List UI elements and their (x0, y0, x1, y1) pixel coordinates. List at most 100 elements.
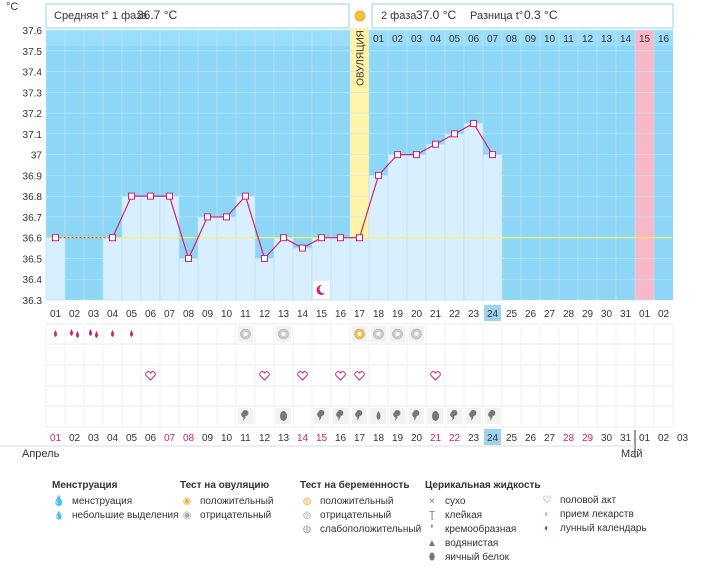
day-label: 04 (107, 309, 119, 320)
positive-test-icon: ◉ (182, 496, 192, 507)
watery-icon: ▲ (427, 538, 437, 549)
heart-icon (335, 371, 346, 381)
creamy-icon (241, 410, 249, 421)
legend-item: сухо (445, 496, 466, 507)
day-label: 02 (658, 309, 670, 320)
sticky-icon: Ţ (428, 510, 436, 521)
day-label: 25 (506, 309, 518, 320)
day-label: 14 (297, 309, 309, 320)
temperature-bar (425, 143, 446, 301)
heart-icon (145, 371, 156, 381)
legend-item: прием лекарств (560, 509, 634, 520)
date-label: 30 (601, 433, 613, 444)
drop-icon (89, 329, 92, 336)
legend-other: ♡ половой акт ◐ прием лекарств ◐ лунный кал… (540, 494, 647, 536)
day-label: 13 (278, 309, 290, 320)
heart-icon (430, 371, 441, 381)
moon-icon-cut (319, 284, 329, 294)
date-label: 07 (164, 433, 176, 444)
month-may: Май (621, 448, 643, 460)
date-label: 22 (449, 433, 461, 444)
day-label: 03 (88, 309, 100, 320)
temperature-bar (45, 237, 66, 301)
temperature-point (337, 234, 344, 242)
top-day-label: 06 (468, 34, 480, 45)
heart-icon: ♡ (542, 495, 552, 506)
temperature-point (204, 213, 211, 221)
day-label: 31 (620, 309, 632, 320)
top-day-label: 09 (525, 34, 537, 45)
day-label: 19 (392, 309, 404, 320)
legend-item: положительный (320, 496, 394, 507)
temperature-bar (349, 237, 370, 301)
top-day-label: 12 (582, 34, 594, 45)
date-label: 03 (88, 433, 100, 444)
temperature-point (451, 130, 458, 138)
temperature-point (432, 140, 439, 148)
legend-item: лунный календарь (560, 523, 647, 534)
legend-ovulation-test: Тест на овуляцию ◉ положительный ◉ отрицат… (180, 480, 273, 523)
top-day-label: 02 (392, 34, 404, 45)
day-label: 06 (145, 309, 157, 320)
heart-icon (259, 371, 270, 381)
legend-ovulation-title: Тест на овуляцию (180, 480, 270, 491)
day-label: 29 (582, 309, 594, 320)
y-tick-label: 37.4 (23, 68, 43, 79)
today-cell (484, 429, 501, 445)
day-label: 28 (563, 309, 575, 320)
legend-item: отрицательный (200, 510, 272, 521)
temperature-bar (140, 195, 161, 301)
day-label: 05 (126, 309, 138, 320)
dry-icon: × (429, 496, 435, 507)
creamy-icon (450, 410, 458, 421)
temperature-bar (292, 247, 313, 301)
date-label: 21 (430, 433, 442, 444)
creamy-icon (393, 410, 401, 421)
date-label: 09 (202, 433, 214, 444)
temperature-point (489, 151, 496, 159)
date-label: 08 (183, 433, 195, 444)
legend-menstruation: Менструация 💧 менструация 💧 небольшие выде… (52, 480, 179, 523)
top-day-label: 01 (373, 34, 385, 45)
creamy-icon: ❜ (430, 524, 434, 535)
legend-fluid-title: Церикальная жидкость (425, 480, 541, 491)
date-label: 18 (373, 433, 385, 444)
drops-icon: 💧 (52, 496, 66, 507)
legend-item: водянистая (445, 538, 499, 549)
pregnancy-negative-icon: ◍ (302, 510, 312, 521)
temperature-bar (159, 195, 180, 301)
day-label: 27 (544, 309, 556, 320)
day-label: 12 (259, 309, 271, 320)
creamy-icon (317, 410, 325, 421)
heart-icon (354, 371, 365, 381)
date-label: 14 (297, 433, 309, 444)
temperature-bar (178, 258, 199, 301)
temperature-point (128, 192, 135, 200)
day-label: 24 (487, 309, 499, 320)
date-label: 24 (487, 433, 499, 444)
legend-item: кремообразная (445, 524, 517, 535)
pregnancy-weak-icon: ◍ (302, 524, 312, 535)
temperature-bar (387, 154, 408, 301)
legend-pregnancy-test: Тест на беременность ◍ положительный ◍ отр… (300, 480, 421, 537)
temperature-point (318, 234, 325, 242)
drop-icon (70, 329, 73, 336)
drop-icon (95, 331, 98, 338)
y-tick-label: 36.6 (23, 234, 43, 245)
date-label: 02 (69, 433, 81, 444)
top-day-label: 03 (411, 34, 423, 45)
phase2-label: 2 фаза (381, 10, 417, 22)
temperature-bar (482, 154, 503, 301)
heart-icon (297, 371, 308, 381)
temperature-bar (254, 258, 275, 301)
temperature-bar (444, 133, 465, 301)
eggwhite-icon (280, 411, 287, 421)
top-day-label: 04 (430, 34, 442, 45)
day-label: 01 (50, 309, 62, 320)
day-label: 11 (240, 309, 251, 320)
date-label: 02 (658, 433, 670, 444)
top-day-label: 05 (449, 34, 461, 45)
date-label: 10 (221, 433, 233, 444)
month-april: Апрель (22, 448, 60, 460)
